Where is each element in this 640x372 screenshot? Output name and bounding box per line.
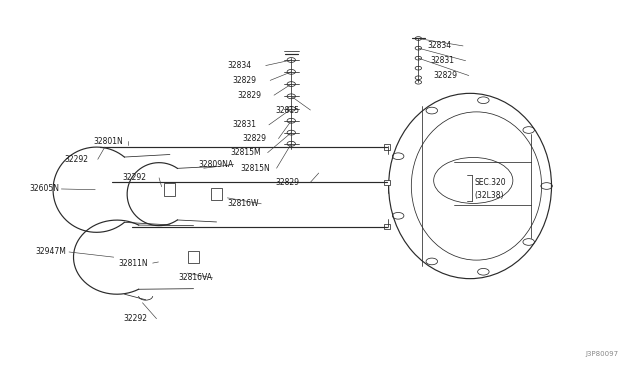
Text: 32815N: 32815N xyxy=(240,164,270,173)
Circle shape xyxy=(287,94,296,99)
Circle shape xyxy=(415,37,422,40)
Circle shape xyxy=(415,76,422,80)
Text: 32831: 32831 xyxy=(232,121,257,129)
Circle shape xyxy=(287,118,296,123)
Text: 32834: 32834 xyxy=(227,61,252,70)
Text: 32829: 32829 xyxy=(242,134,266,143)
Text: 32811N: 32811N xyxy=(119,259,148,267)
Circle shape xyxy=(287,141,296,146)
Text: 32292: 32292 xyxy=(122,173,146,182)
Text: 32809NA: 32809NA xyxy=(198,160,234,169)
Text: SEC.320: SEC.320 xyxy=(474,178,506,187)
Circle shape xyxy=(415,56,422,60)
Text: 32292: 32292 xyxy=(124,314,147,323)
Text: 32605N: 32605N xyxy=(29,185,60,193)
Text: 32834: 32834 xyxy=(428,41,451,51)
Text: 32829: 32829 xyxy=(434,71,458,80)
Text: 32292: 32292 xyxy=(65,155,88,164)
Text: J3P80097: J3P80097 xyxy=(586,351,619,357)
Text: 32801N: 32801N xyxy=(93,137,123,146)
Circle shape xyxy=(287,70,296,74)
Circle shape xyxy=(415,80,422,84)
FancyBboxPatch shape xyxy=(385,180,390,185)
Text: 32829: 32829 xyxy=(237,91,261,100)
Text: 32947M: 32947M xyxy=(36,247,67,256)
Text: 32815M: 32815M xyxy=(230,148,261,157)
FancyBboxPatch shape xyxy=(385,224,390,230)
Circle shape xyxy=(287,130,296,135)
FancyBboxPatch shape xyxy=(188,251,198,263)
Circle shape xyxy=(415,66,422,70)
Text: 32815: 32815 xyxy=(275,106,300,115)
Text: 32816W: 32816W xyxy=(227,199,259,208)
Circle shape xyxy=(287,82,296,87)
Circle shape xyxy=(415,46,422,50)
FancyBboxPatch shape xyxy=(211,188,221,200)
Text: 32829: 32829 xyxy=(232,76,257,85)
Text: 32816VA: 32816VA xyxy=(178,273,212,282)
Circle shape xyxy=(287,106,296,111)
FancyBboxPatch shape xyxy=(164,183,175,196)
Text: 32829: 32829 xyxy=(275,178,300,187)
FancyBboxPatch shape xyxy=(385,144,390,150)
Circle shape xyxy=(287,58,296,62)
Text: (32L38): (32L38) xyxy=(474,191,504,200)
Text: 32831: 32831 xyxy=(431,56,454,65)
